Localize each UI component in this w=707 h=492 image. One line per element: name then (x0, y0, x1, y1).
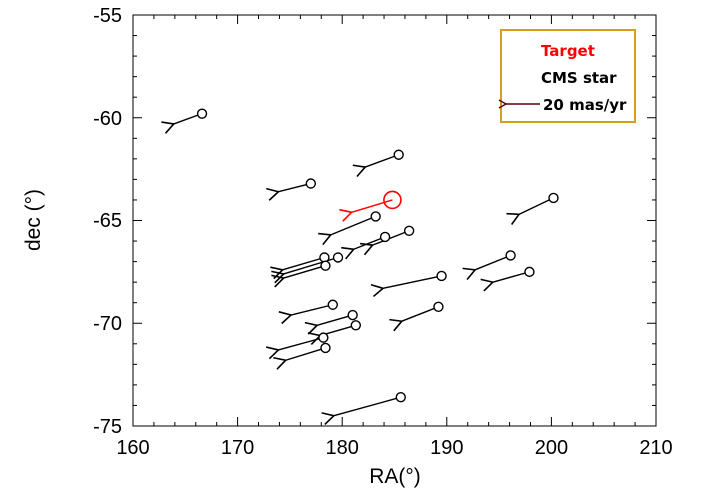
y-tick-label-75: -75 (93, 416, 122, 438)
cms-star-point (436, 270, 447, 282)
cms-proper-motion-arrow (317, 314, 353, 325)
cms-star-point (320, 342, 331, 354)
target-proper-motion-arrow (352, 199, 393, 212)
y-tick-label-55: -55 (93, 5, 122, 27)
x-tick-labels: 160 170 180 190 200 210 (116, 437, 672, 459)
cms-proper-motion-arrow (283, 256, 325, 269)
cms-star-point (327, 299, 338, 310)
cms-star-point (347, 309, 358, 321)
legend: Target CMS star 20 mas/yr (500, 29, 636, 123)
cms-proper-motion-arrow (373, 230, 410, 245)
legend-box (500, 29, 636, 123)
cms-star-point (524, 266, 535, 278)
cms-star-point (393, 149, 404, 160)
cms-proper-motion-arrow (284, 256, 339, 273)
cms-proper-motion-arrow (365, 154, 399, 167)
y-axis-title: dec (°) (22, 189, 45, 251)
cms-star-point (403, 225, 415, 236)
cms-proper-motion-arrow (278, 182, 311, 192)
y-tick-labels: -55 -60 -65 -70 -75 (93, 5, 122, 438)
cms-star-point (370, 211, 381, 222)
x-tick-label-180: 180 (326, 437, 359, 459)
cms-star-point (318, 332, 329, 343)
x-tick-label-210: 210 (639, 437, 672, 459)
cms-star-point (350, 320, 361, 331)
legend-scale-label: 20 mas/yr (543, 96, 627, 114)
cms-star-point (379, 231, 391, 243)
cms-proper-motion-arrow (402, 306, 439, 321)
target-point (383, 190, 402, 210)
legend-cms-label: CMS star (541, 69, 617, 87)
y-tick-label-65: -65 (93, 210, 122, 232)
cms-proper-motion-arrow (331, 215, 376, 234)
x-tick-label-200: 200 (535, 437, 568, 459)
y-tick-label-60: -60 (93, 108, 122, 130)
cms-star-point (433, 301, 444, 313)
y-tick-label-70: -70 (93, 313, 122, 335)
cms-proper-motion-arrow (493, 271, 530, 282)
cms-star-point (505, 250, 516, 261)
cms-proper-motion-arrow (286, 347, 326, 360)
x-axis-title: RA(°) (369, 465, 421, 488)
cms-star-point (548, 192, 559, 204)
cms-proper-motion-arrow (519, 197, 554, 214)
cms-star-point (196, 108, 208, 119)
cms-star-point (320, 260, 331, 271)
cms-proper-motion-arrow (334, 396, 401, 415)
cms-star-point (395, 392, 406, 403)
cms-star-point (305, 178, 317, 189)
x-tick-label-160: 160 (116, 437, 149, 459)
x-tick-label-190: 190 (430, 437, 463, 459)
cms-proper-motion-arrow (475, 254, 511, 269)
target-layer (352, 190, 402, 212)
legend-target-label: Target (541, 42, 595, 60)
cms-stars-layer (174, 108, 559, 416)
x-tick-label-170: 170 (221, 437, 254, 459)
cms-proper-motion-arrow (354, 236, 386, 249)
cms-proper-motion-arrow (291, 304, 333, 315)
cms-star-point (332, 252, 344, 263)
cms-proper-motion-arrow (278, 336, 324, 350)
axis-ticks (132, 14, 657, 427)
cms-proper-motion-arrow (284, 265, 326, 278)
cms-proper-motion-arrow (383, 275, 442, 288)
